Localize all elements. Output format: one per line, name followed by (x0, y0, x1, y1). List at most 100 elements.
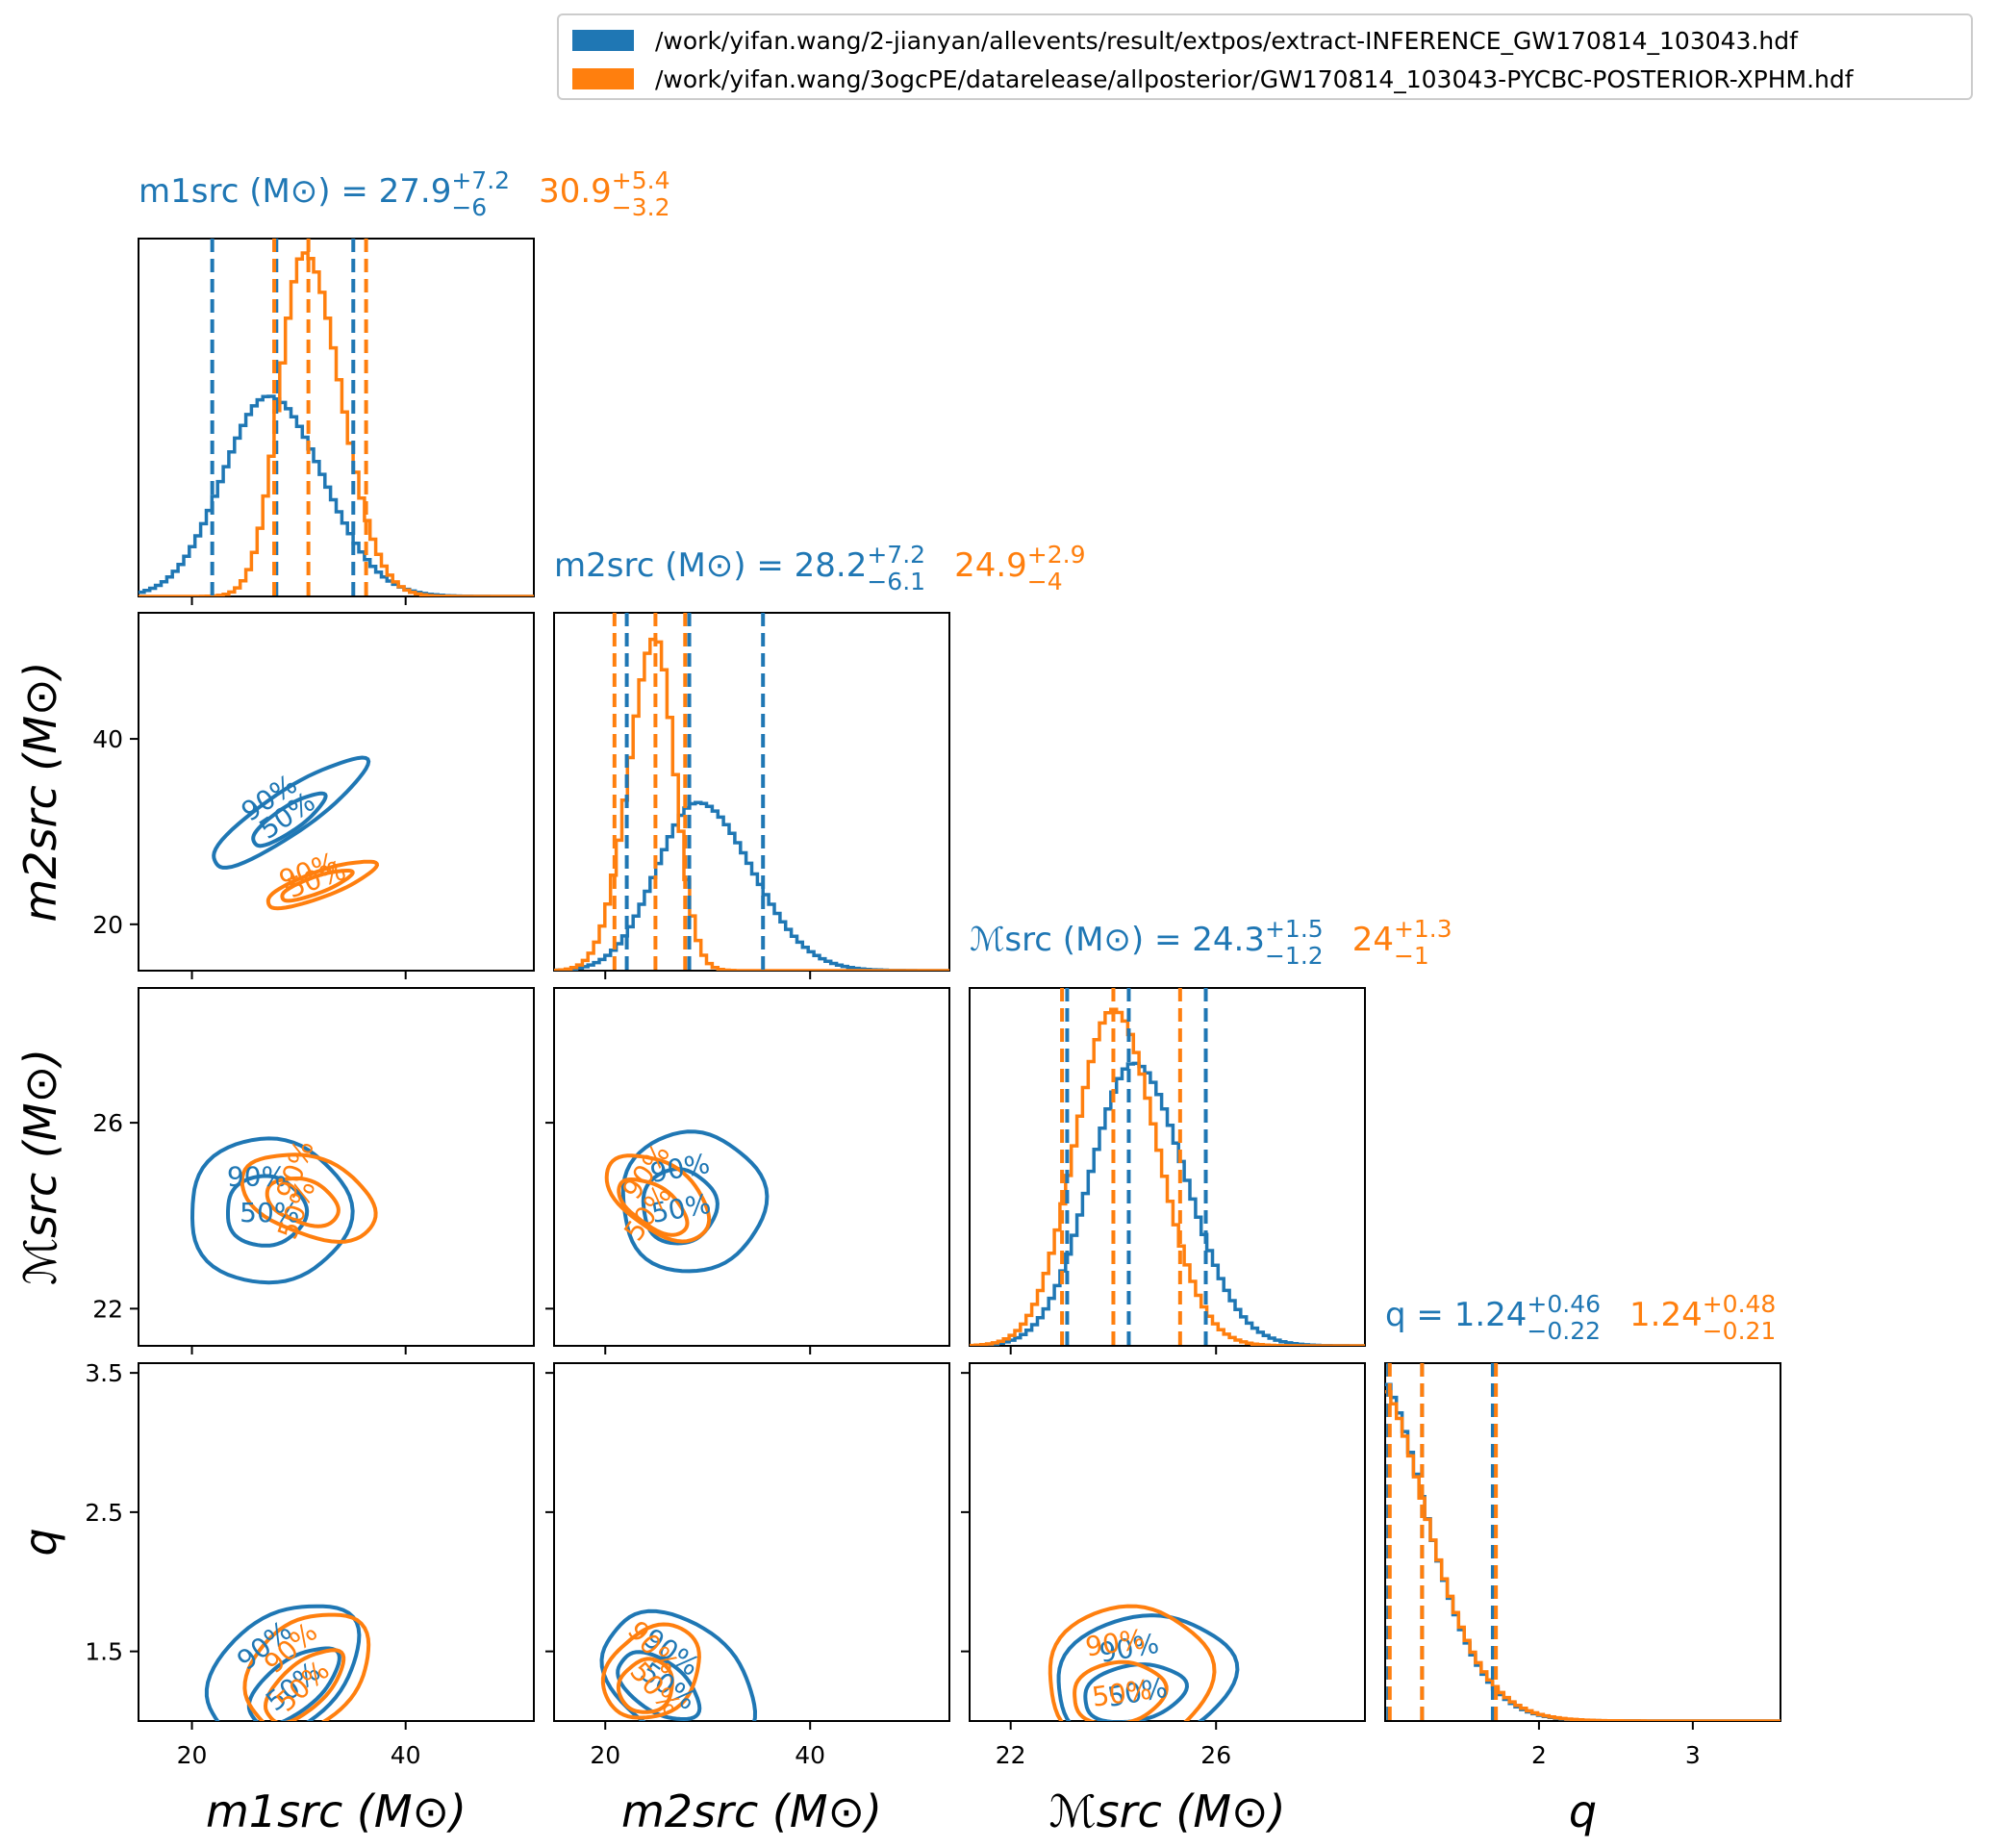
pair-panel-m1-m2: 90%50%90%50% (138, 612, 535, 972)
title-plus-orange: +5.4 (612, 166, 670, 194)
title-text-blue-m1: m1src (M⊙) = 27.9+7.2 (139, 166, 510, 211)
pair-panel-m1-mchirp: 90%50%90%50% (138, 987, 535, 1347)
contour-orange-50 (280, 869, 355, 903)
title-param-name: m2src (M⊙) = (554, 546, 795, 585)
x-axis-label-m1: m1src (M⊙) (206, 1785, 467, 1837)
diag-panel-q (1384, 1362, 1781, 1722)
panel-frame (138, 612, 535, 972)
title-minus-orange: −4 (1027, 568, 1063, 595)
y-axis-label-mchirp: ℳsrc (M⊙) (14, 1049, 66, 1285)
title-minus-orange: −0.21 (1703, 1317, 1777, 1345)
title-m2: m2src (M⊙) = 28.2+7.2−6.1 24.9+2.9−4 (554, 541, 1086, 595)
legend-swatch-blue (572, 30, 634, 51)
legend-swatch-orange (572, 68, 634, 89)
legend-label-blue: /work/yifan.wang/2-jianyan/allevents/res… (655, 26, 1798, 55)
hist-orange-m1 (139, 251, 534, 596)
x-tick-label: 26 (1200, 1741, 1231, 1769)
title-median-orange: 24.9 (954, 546, 1027, 585)
panel-frame (1384, 1362, 1781, 1722)
contour-orange-90 (604, 1153, 712, 1244)
contour-label: 50% (240, 1197, 299, 1228)
title-param-name: ℳsrc (M⊙) = (970, 921, 1192, 959)
contour-blue-50 (251, 791, 328, 848)
y-tick-label: 20 (92, 911, 123, 939)
y-tick-label: 1.5 (85, 1638, 123, 1666)
hist-orange-m2 (554, 637, 949, 971)
title-median-blue: 28.2 (795, 546, 868, 585)
panel-frame (969, 1362, 1366, 1722)
x-tick-label: 22 (996, 1741, 1026, 1769)
legend-label-orange: /work/yifan.wang/3ogcPE/datarelease/allp… (655, 64, 1854, 93)
contour-orange-90 (265, 859, 380, 911)
contour-blue-50 (616, 1650, 702, 1721)
title-plus-blue: +0.46 (1527, 1290, 1601, 1318)
x-tick-label: 20 (590, 1741, 620, 1769)
panel-frame (553, 1362, 950, 1722)
title-text-blue-q: q = 1.24+0.46 (1385, 1290, 1601, 1334)
contour-blue-90 (1056, 1613, 1240, 1721)
x-tick-label: 2 (1531, 1741, 1547, 1769)
title-minus-blue: −0.22 (1527, 1317, 1601, 1345)
x-tick-label: 40 (795, 1741, 825, 1769)
contour-orange-50 (616, 1657, 674, 1714)
contour-blue-90 (189, 1136, 355, 1285)
contour-blue-90 (620, 1129, 770, 1274)
title-q: q = 1.24+0.46−0.22 1.24+0.48−0.21 (1385, 1290, 1776, 1345)
panel-frame (553, 612, 950, 972)
title-text-orange-m2: 24.9+2.9 (954, 541, 1085, 585)
y-axis-label-m2: m2src (M⊙) (14, 662, 66, 923)
panel-frame (553, 987, 950, 1347)
title-median-orange: 24 (1352, 921, 1394, 959)
title-minus-blue: −1.2 (1265, 942, 1324, 970)
title-median-orange: 1.24 (1629, 1296, 1703, 1334)
contour-orange-90 (240, 1152, 378, 1244)
contour-orange-50 (265, 1177, 341, 1228)
title-minus-blue: −6.1 (867, 568, 925, 595)
title-plus-blue: +7.2 (867, 541, 925, 569)
panel-frame (138, 1362, 535, 1722)
y-tick-label: 3.5 (85, 1359, 123, 1387)
title-median-orange: 30.9 (539, 172, 612, 211)
title-param-name: q = (1385, 1296, 1454, 1334)
contour-blue-50 (226, 1174, 310, 1248)
pair-panel-m2-mchirp: 90%50%90%50% (553, 987, 950, 1347)
title-mchirp: ℳsrc (M⊙) = 24.3+1.5−1.2 24+1.3−1 (970, 915, 1452, 970)
title-minus-orange: −1 (1394, 942, 1429, 970)
x-tick-label: 3 (1685, 1741, 1701, 1769)
title-plus-orange: +1.3 (1394, 915, 1452, 943)
contour-orange-90 (1048, 1604, 1217, 1721)
pair-panel-mchirp-q: 90%50%90%50% (969, 1362, 1366, 1722)
contour-blue-50 (1083, 1662, 1190, 1721)
contour-label: 90% (227, 1161, 287, 1193)
title-text-orange-q: 1.24+0.48 (1629, 1290, 1776, 1334)
hist-blue-mchirp (970, 1061, 1365, 1346)
pair-panel-m2-q: 90%50%90%50% (553, 1362, 950, 1722)
contour-blue-90 (599, 1608, 758, 1721)
x-tick-label: 40 (391, 1741, 421, 1769)
contour-blue-90 (204, 1604, 362, 1721)
legend-entry-blue: /work/yifan.wang/2-jianyan/allevents/res… (559, 21, 1798, 60)
title-text-blue-mchirp: ℳsrc (M⊙) = 24.3+1.5 (970, 915, 1324, 959)
title-text-orange-mchirp: 24+1.3 (1352, 915, 1452, 959)
panel-frame (969, 987, 1366, 1347)
diag-panel-mchirp (969, 987, 1366, 1347)
y-tick-label: 40 (92, 725, 123, 753)
panel-frame (138, 238, 535, 597)
title-text-blue-m2: m2src (M⊙) = 28.2+7.2 (554, 541, 925, 585)
contour-orange-50 (1073, 1659, 1169, 1721)
pair-panel-m1-q: 90%50%90%50% (138, 1362, 535, 1722)
y-tick-label: 22 (92, 1295, 123, 1323)
x-tick-label: 20 (177, 1741, 208, 1769)
title-median-blue: 27.9 (379, 172, 452, 211)
diag-panel-m2 (553, 612, 950, 972)
contour-orange-90 (242, 1612, 371, 1721)
contour-orange-50 (617, 1177, 690, 1237)
contour-blue-90 (212, 755, 371, 870)
y-tick-label: 26 (92, 1109, 123, 1137)
title-minus-orange: −3.2 (612, 193, 670, 221)
title-median-blue: 24.3 (1192, 921, 1265, 959)
title-minus-blue: −6 (451, 193, 487, 221)
diag-panel-m1 (138, 238, 535, 597)
hist-orange-q (1385, 1390, 1780, 1721)
